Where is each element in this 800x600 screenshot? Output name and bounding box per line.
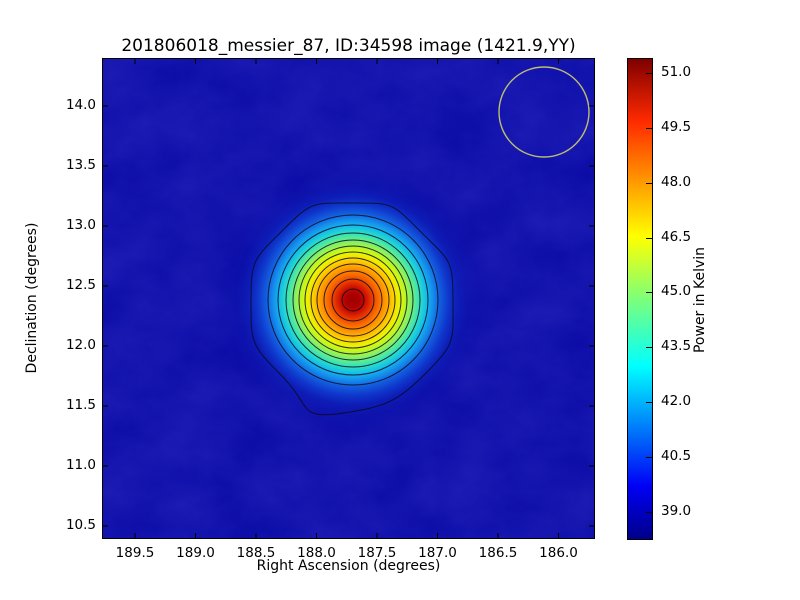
y-tick-label: 14.0 <box>65 97 96 113</box>
plot-frame <box>102 58 595 539</box>
y-tick-label: 12.0 <box>65 337 96 353</box>
beam-circle <box>498 66 590 158</box>
colorbar-tick <box>646 183 652 184</box>
x-axis-label: Right Ascension (degrees) <box>256 558 441 574</box>
colorbar <box>627 58 653 540</box>
x-tick-label: 187.5 <box>357 545 397 561</box>
colorbar-tick <box>646 347 652 348</box>
y-tick-label: 13.0 <box>65 217 96 233</box>
y-tick-label: 12.5 <box>65 277 96 293</box>
x-tick-label: 188.5 <box>236 545 276 561</box>
colorbar-tick-label: 40.5 <box>661 448 692 464</box>
y-axis-label: Declination (degrees) <box>24 222 40 374</box>
colorbar-tick-label: 49.5 <box>661 119 692 135</box>
colorbar-tick <box>646 512 652 513</box>
x-tick-label: 189.0 <box>176 545 215 561</box>
source-blob <box>213 160 493 440</box>
colorbar-tick-label: 51.0 <box>661 64 692 80</box>
x-tick-label: 189.5 <box>115 545 155 561</box>
x-tick-label: 186.0 <box>539 545 578 561</box>
x-tick-label: 187.0 <box>418 545 457 561</box>
colorbar-tick-label: 43.5 <box>661 338 692 354</box>
colorbar-tick <box>646 238 652 239</box>
x-tick-label: 186.5 <box>478 545 518 561</box>
y-tick-label: 11.0 <box>65 457 96 473</box>
y-tick-label: 13.5 <box>65 157 96 173</box>
colorbar-tick-label: 46.5 <box>661 229 692 245</box>
colorbar-tick <box>646 73 652 74</box>
sky-image <box>102 58 595 539</box>
colorbar-tick-label: 48.0 <box>661 174 692 190</box>
x-tick-label: 188.0 <box>297 545 336 561</box>
colorbar-tick-label: 45.0 <box>661 283 692 299</box>
y-tick-label: 10.5 <box>65 517 96 533</box>
colorbar-tick-label: 39.0 <box>661 503 692 519</box>
outer-contour <box>250 202 454 416</box>
colorbar-tick <box>646 457 652 458</box>
contour-rings <box>250 202 454 416</box>
colorbar-label: Power in Kelvin <box>692 246 708 354</box>
y-tick-label: 11.5 <box>65 397 96 413</box>
colorbar-tick-label: 42.0 <box>661 393 692 409</box>
colorbar-tick <box>646 402 652 403</box>
axis-ticks <box>102 58 595 539</box>
colorbar-tick <box>646 128 652 129</box>
figure-canvas <box>102 58 595 539</box>
plot-title: 201806018_messier_87, ID:34598 image (14… <box>121 36 576 56</box>
colorbar-tick <box>646 292 652 293</box>
